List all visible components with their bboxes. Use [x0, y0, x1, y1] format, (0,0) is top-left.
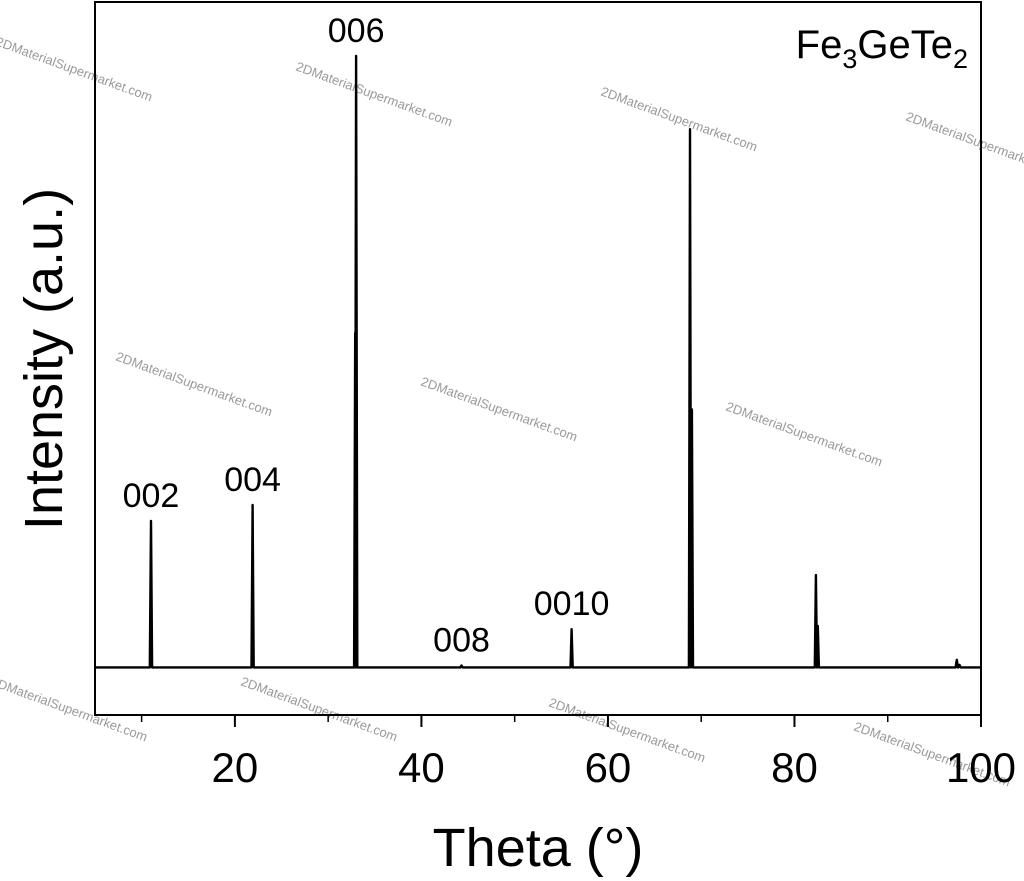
y-axis-label: Intensity (a.u.)	[14, 188, 74, 530]
x-tick-label: 100	[946, 744, 1016, 791]
compound-label: Fe3GeTe2	[796, 23, 968, 74]
peak-labels: 002 004 006 008 0010	[123, 12, 610, 660]
x-tick-label: 80	[771, 744, 818, 791]
x-axis-tick-labels: 20 40 60 80 100	[212, 744, 1017, 791]
x-tick-label: 60	[585, 744, 632, 791]
peak-label: 004	[224, 461, 281, 499]
x-tick-label: 20	[212, 744, 259, 791]
x-axis-label: Theta (°)	[433, 818, 644, 878]
x-tick-label: 40	[398, 744, 445, 791]
plot-frame	[94, 1, 982, 716]
xrd-pattern-line	[95, 54, 981, 669]
peak-label: 006	[328, 12, 385, 50]
peak-label: 002	[123, 477, 180, 515]
peak-label: 008	[433, 622, 490, 660]
peak-label: 0010	[534, 585, 610, 623]
x-axis-ticks	[140, 715, 982, 727]
